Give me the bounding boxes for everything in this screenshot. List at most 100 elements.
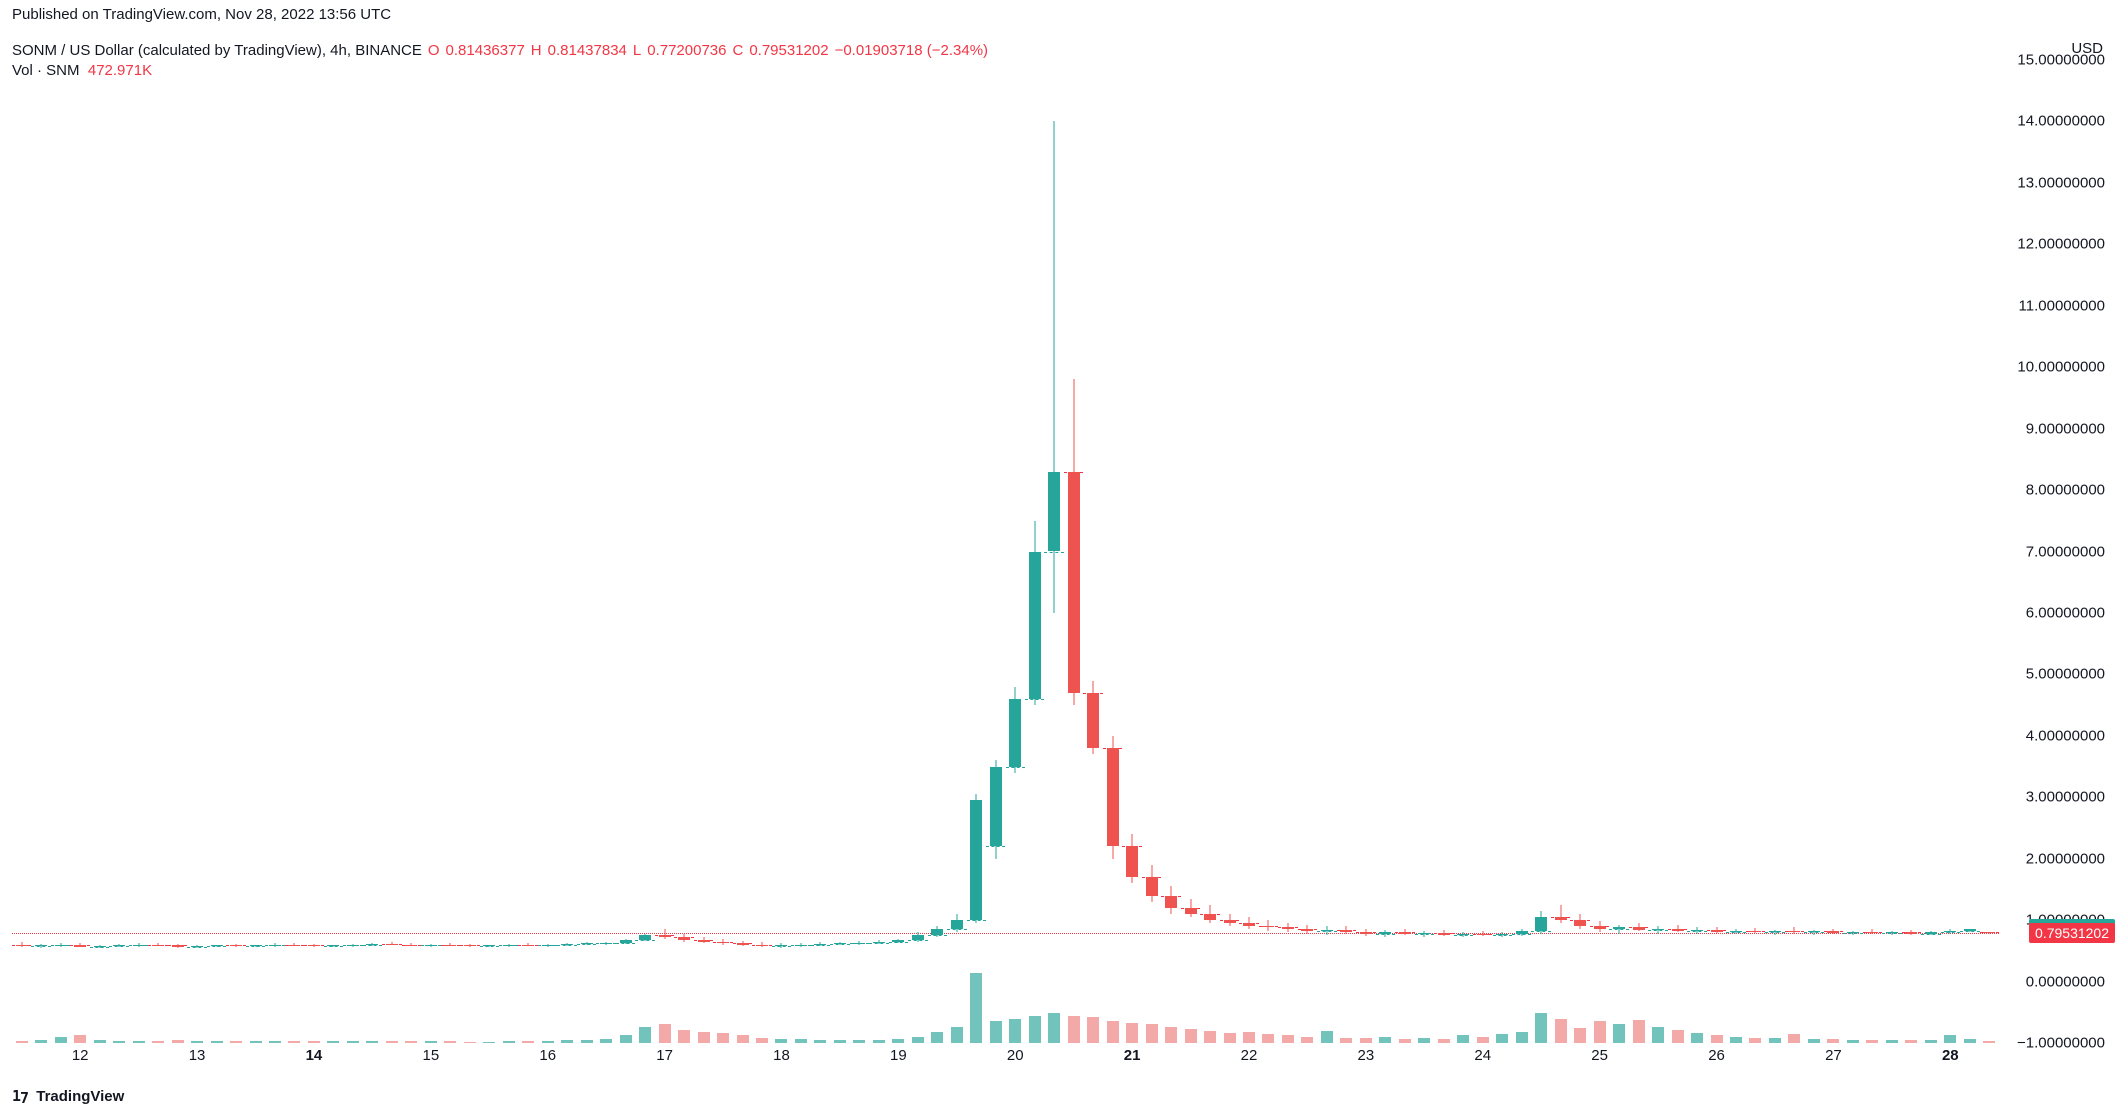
candle[interactable]: [35, 60, 47, 1043]
candle[interactable]: [1808, 60, 1820, 1043]
candle[interactable]: [1477, 60, 1489, 1043]
candle[interactable]: [405, 60, 417, 1043]
symbol-name[interactable]: SONM / US Dollar (calculated by TradingV…: [12, 42, 422, 59]
candle[interactable]: [873, 60, 885, 1043]
candle[interactable]: [1457, 60, 1469, 1043]
candle[interactable]: [1535, 60, 1547, 1043]
candle[interactable]: [74, 60, 86, 1043]
candle[interactable]: [1068, 60, 1080, 1043]
candle[interactable]: [1749, 60, 1761, 1043]
candle[interactable]: [1633, 60, 1645, 1043]
candle[interactable]: [1204, 60, 1216, 1043]
candle[interactable]: [1847, 60, 1859, 1043]
candle[interactable]: [1438, 60, 1450, 1043]
candle[interactable]: [1418, 60, 1430, 1043]
candle[interactable]: [211, 60, 223, 1043]
candle[interactable]: [775, 60, 787, 1043]
candle[interactable]: [1613, 60, 1625, 1043]
candle[interactable]: [113, 60, 125, 1043]
candle[interactable]: [853, 60, 865, 1043]
candle[interactable]: [16, 60, 28, 1043]
candle[interactable]: [542, 60, 554, 1043]
candle[interactable]: [990, 60, 1002, 1043]
candle[interactable]: [288, 60, 300, 1043]
candle[interactable]: [795, 60, 807, 1043]
candle[interactable]: [1827, 60, 1839, 1043]
candle[interactable]: [892, 60, 904, 1043]
candle[interactable]: [1983, 60, 1995, 1043]
candle[interactable]: [327, 60, 339, 1043]
candle[interactable]: [1672, 60, 1684, 1043]
candle[interactable]: [581, 60, 593, 1043]
candle[interactable]: [522, 60, 534, 1043]
candle[interactable]: [1516, 60, 1528, 1043]
candle[interactable]: [1048, 60, 1060, 1043]
candle[interactable]: [1301, 60, 1313, 1043]
candle[interactable]: [1866, 60, 1878, 1043]
candle[interactable]: [94, 60, 106, 1043]
candle[interactable]: [561, 60, 573, 1043]
candle[interactable]: [1652, 60, 1664, 1043]
candle[interactable]: [444, 60, 456, 1043]
candle[interactable]: [1224, 60, 1236, 1043]
candle[interactable]: [678, 60, 690, 1043]
candle[interactable]: [970, 60, 982, 1043]
candle[interactable]: [464, 60, 476, 1043]
candle[interactable]: [133, 60, 145, 1043]
candle[interactable]: [1107, 60, 1119, 1043]
candle[interactable]: [659, 60, 671, 1043]
candle[interactable]: [55, 60, 67, 1043]
candle[interactable]: [1769, 60, 1781, 1043]
candle[interactable]: [1788, 60, 1800, 1043]
candle[interactable]: [912, 60, 924, 1043]
candle[interactable]: [834, 60, 846, 1043]
candle[interactable]: [1165, 60, 1177, 1043]
candle[interactable]: [1146, 60, 1158, 1043]
candle[interactable]: [1379, 60, 1391, 1043]
candle[interactable]: [1925, 60, 1937, 1043]
candle[interactable]: [1262, 60, 1274, 1043]
candle[interactable]: [639, 60, 651, 1043]
candle[interactable]: [1594, 60, 1606, 1043]
candle[interactable]: [737, 60, 749, 1043]
candle[interactable]: [1360, 60, 1372, 1043]
candle[interactable]: [152, 60, 164, 1043]
candle[interactable]: [386, 60, 398, 1043]
candle[interactable]: [483, 60, 495, 1043]
candle[interactable]: [1496, 60, 1508, 1043]
candle[interactable]: [1243, 60, 1255, 1043]
candle[interactable]: [1944, 60, 1956, 1043]
candle[interactable]: [1711, 60, 1723, 1043]
candle[interactable]: [931, 60, 943, 1043]
candle[interactable]: [1886, 60, 1898, 1043]
candle[interactable]: [1399, 60, 1411, 1043]
candle[interactable]: [1555, 60, 1567, 1043]
candle[interactable]: [756, 60, 768, 1043]
candle[interactable]: [600, 60, 612, 1043]
candle[interactable]: [269, 60, 281, 1043]
candle[interactable]: [250, 60, 262, 1043]
candle[interactable]: [1009, 60, 1021, 1043]
candle[interactable]: [1340, 60, 1352, 1043]
y-axis[interactable]: 15.0000000014.0000000013.0000000012.0000…: [1999, 60, 2119, 1043]
candle[interactable]: [951, 60, 963, 1043]
candle[interactable]: [1185, 60, 1197, 1043]
candle[interactable]: [191, 60, 203, 1043]
candle[interactable]: [1905, 60, 1917, 1043]
candle[interactable]: [1691, 60, 1703, 1043]
candle[interactable]: [230, 60, 242, 1043]
symbol-legend[interactable]: SONM / US Dollar (calculated by TradingV…: [12, 42, 988, 59]
candle[interactable]: [1574, 60, 1586, 1043]
candle[interactable]: [1126, 60, 1138, 1043]
candle[interactable]: [366, 60, 378, 1043]
candle[interactable]: [620, 60, 632, 1043]
candle[interactable]: [308, 60, 320, 1043]
candle[interactable]: [1087, 60, 1099, 1043]
candle[interactable]: [1964, 60, 1976, 1043]
attribution[interactable]: 17 TradingView: [12, 1087, 124, 1105]
candle[interactable]: [814, 60, 826, 1043]
candle[interactable]: [717, 60, 729, 1043]
x-axis[interactable]: 1213141516171819202122232425262728: [12, 1043, 1999, 1073]
candle[interactable]: [425, 60, 437, 1043]
candle[interactable]: [698, 60, 710, 1043]
